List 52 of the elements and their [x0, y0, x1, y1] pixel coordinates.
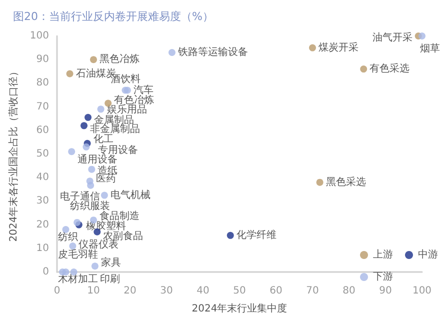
- annotation: 油气开采: [372, 32, 412, 44]
- x-tick-label: 40: [196, 286, 210, 296]
- annotation: 烟草: [420, 42, 440, 54]
- y-tick-label: 70: [36, 101, 49, 112]
- x-tick-label: 20: [124, 286, 136, 296]
- y-tick-label: 20: [36, 219, 49, 230]
- x-tick-label: 50: [233, 286, 246, 296]
- annotation: 有色冶炼: [114, 94, 154, 106]
- legend-label: 上游: [373, 248, 393, 260]
- annotation: 黑色冶炼: [100, 53, 140, 66]
- annotation: 家具: [100, 256, 121, 269]
- y-tick-label: 0: [42, 266, 49, 278]
- y-tick-label: 60: [36, 124, 49, 136]
- annotation: 有色采选: [370, 62, 410, 75]
- x-tick-label: 100: [412, 286, 432, 296]
- y-tick-label: 30: [36, 196, 49, 207]
- x-tick-label: 90: [379, 286, 392, 296]
- y-tick-label: 40: [36, 172, 49, 184]
- y-tick-label: 100: [30, 30, 49, 42]
- x-tick-label: 60: [270, 286, 282, 296]
- annotation: 汽车: [133, 84, 154, 96]
- annotation: 电气机械: [110, 188, 150, 201]
- y-tick-label: 90: [36, 54, 49, 66]
- annotation: 纺织: [58, 231, 78, 244]
- y-tick-label: 10: [36, 242, 49, 254]
- annotation: 化学纤维: [236, 228, 276, 241]
- x-tick-label: 0: [54, 286, 60, 296]
- annotation: 煤炭开采: [318, 41, 358, 54]
- annotation: 纺织服装: [70, 200, 110, 212]
- annotation: 娱乐用品: [106, 104, 147, 116]
- annotation: 专用设备: [98, 144, 138, 156]
- annotation: 木材加工: [58, 273, 98, 285]
- annotation: 黑色采选: [326, 176, 366, 188]
- annotation: 化工: [93, 132, 114, 145]
- annotation: 非金属制品: [90, 123, 140, 136]
- x-axis-title: 2024年末行业集中度: [192, 302, 288, 314]
- x-tick-label: 30: [160, 286, 173, 296]
- annotation: 皮毛羽鞋: [58, 248, 98, 260]
- annotation: 橡胶塑料: [86, 220, 126, 232]
- legend-label: 中游: [418, 248, 438, 260]
- x-tick-label: 10: [87, 286, 100, 296]
- y-tick-label: 80: [36, 78, 49, 89]
- x-tick-label: 80: [342, 286, 356, 296]
- annotation: 通用设备: [78, 154, 118, 166]
- annotation: 铁路等运输设备: [176, 46, 248, 58]
- y-axis-title: 2024年末各行业国企占比（营收口径）: [8, 66, 20, 242]
- chart-title: 图20：当前行业反内卷开展难易度（%）: [13, 10, 214, 23]
- y-tick-label: 50: [36, 148, 49, 160]
- annotation: 印刷: [100, 273, 120, 285]
- x-tick-label: 70: [306, 286, 319, 296]
- legend-label: 下游: [373, 270, 393, 282]
- annotation: 农副食品: [103, 230, 144, 242]
